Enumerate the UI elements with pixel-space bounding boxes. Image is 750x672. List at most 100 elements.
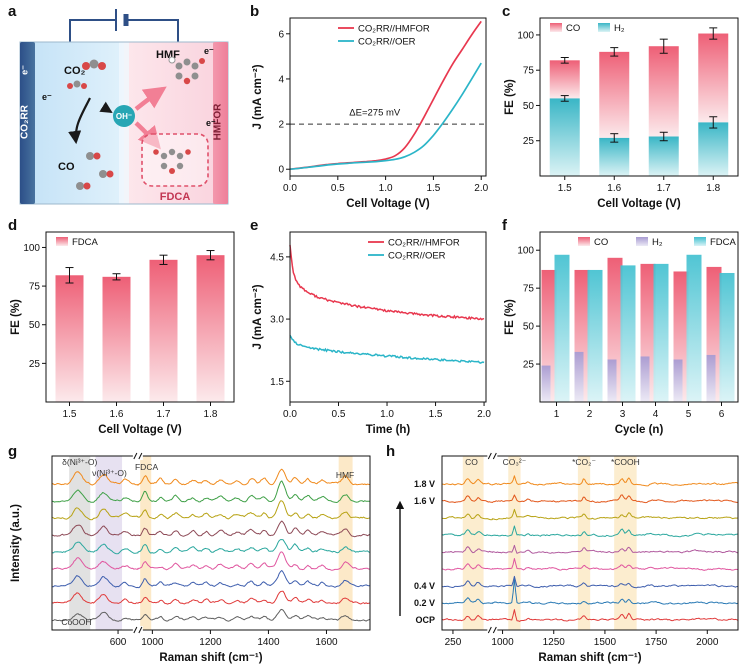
svg-text:2.0: 2.0	[474, 183, 488, 194]
svg-text:3.0: 3.0	[270, 315, 284, 326]
svg-text:0.0: 0.0	[283, 183, 297, 194]
panel-e-stability-chart: e Time (h) J (mA cm⁻²) 1.5 3.0 4.5 0.0 0.5 1.0 1…	[248, 217, 494, 440]
panel-label-d: d	[8, 217, 18, 234]
oh-to-hmf-arrow	[134, 86, 167, 111]
fe-co-h2-chart: 1.5 1.6 1.7 1.8 Cell Voltage (V) FE (%) 25 50 75…	[504, 17, 739, 210]
cathode-label: CO₂RR	[20, 104, 31, 139]
panel-label-a: a	[8, 3, 17, 20]
svg-text:6: 6	[719, 409, 725, 420]
panel-a-schematic: a CO₂RR e⁻ HMFOR	[6, 3, 242, 214]
raman-spectra-anode: Raman shift (cm⁻¹) Intensity (a.u.) 600 100…	[10, 452, 371, 664]
panel-g-raman-spectra: g Raman shift (cm⁻¹) Intensity (a.u.) 600 1…	[6, 443, 378, 668]
co2-molecules	[67, 59, 106, 89]
svg-text:Raman shift (cm⁻¹): Raman shift (cm⁻¹)	[159, 652, 262, 664]
oh-circle	[113, 105, 135, 127]
svg-text:1.7: 1.7	[657, 183, 671, 194]
panel-b-lsv-chart: b Cell Voltage (V) J (mA cm⁻²) 0 2 4 6 0.0 0.5 1…	[248, 3, 494, 214]
svg-text:75: 75	[29, 282, 41, 293]
fdca-molecule	[153, 148, 191, 174]
anode-electrode	[213, 42, 228, 204]
svg-text:1400: 1400	[257, 637, 280, 648]
svg-text:OCP: OCP	[415, 615, 435, 625]
svg-text:5: 5	[686, 409, 692, 420]
svg-text:4: 4	[653, 409, 659, 420]
svg-text:2: 2	[587, 409, 593, 420]
svg-text:100: 100	[517, 30, 534, 41]
hmf-molecule	[168, 56, 205, 85]
svg-text:2.0: 2.0	[477, 409, 491, 420]
svg-text:Cell Voltage (V): Cell Voltage (V)	[98, 424, 182, 436]
svg-text:Raman shift (cm⁻¹): Raman shift (cm⁻¹)	[538, 652, 641, 664]
svg-text:CO₂RR//HMFOR: CO₂RR//HMFOR	[358, 24, 430, 35]
svg-text:Cell Voltage (V): Cell Voltage (V)	[597, 198, 681, 210]
svg-text:CO: CO	[594, 237, 608, 248]
svg-text:CO: CO	[465, 457, 478, 467]
svg-text:1000: 1000	[141, 637, 164, 648]
svg-text:*CO₂⁻: *CO₂⁻	[572, 457, 596, 467]
svg-text:ν(Ni³⁺-O): ν(Ni³⁺-O)	[92, 468, 127, 478]
panel-label-e: e	[250, 217, 259, 234]
svg-text:1.5: 1.5	[429, 409, 443, 420]
svg-text:CO₃²⁻: CO₃²⁻	[503, 457, 527, 467]
svg-text:50: 50	[523, 322, 535, 333]
svg-text:4: 4	[278, 74, 284, 85]
svg-text:6: 6	[278, 29, 284, 40]
panel-label-b: b	[250, 3, 260, 20]
svg-text:1.6: 1.6	[110, 409, 124, 420]
electron-label-left: e⁻	[42, 92, 52, 102]
oh-to-fdca-arrow	[134, 121, 161, 150]
cathode-electrode	[20, 42, 35, 204]
svg-text:50: 50	[29, 320, 41, 331]
svg-text:250: 250	[445, 637, 462, 648]
svg-text:J (mA cm⁻²): J (mA cm⁻²)	[252, 64, 264, 129]
svg-text:1750: 1750	[645, 637, 668, 648]
cycle-fe-chart: 1 2 3 4 5 6 Cycle (n) FE (%) 25 50 75 100 CO H₂ FDCA	[504, 231, 739, 436]
svg-text:Time (h): Time (h)	[366, 424, 411, 436]
svg-text:FDCA: FDCA	[72, 237, 99, 248]
svg-text:FE (%): FE (%)	[504, 299, 516, 335]
panel-label-f: f	[502, 217, 507, 234]
svg-text:3: 3	[620, 409, 626, 420]
svg-text:1.5: 1.5	[558, 183, 572, 194]
battery-circuit	[69, 9, 179, 42]
svg-text:75: 75	[523, 284, 535, 295]
svg-text:2000: 2000	[696, 637, 719, 648]
svg-text:1000: 1000	[491, 637, 514, 648]
svg-text:1.5: 1.5	[63, 409, 77, 420]
svg-text:1.8: 1.8	[204, 409, 218, 420]
svg-text:1.8: 1.8	[706, 183, 720, 194]
svg-text:0.0: 0.0	[283, 409, 297, 420]
lsv-chart: Cell Voltage (V) J (mA cm⁻²) 0 2 4 6 0.0 0.5 1.0…	[252, 17, 489, 210]
svg-text:1.8 V: 1.8 V	[414, 479, 435, 489]
svg-text:CoOOH: CoOOH	[61, 617, 91, 627]
svg-text:1.6: 1.6	[607, 183, 621, 194]
svg-text:H₂: H₂	[614, 23, 625, 34]
hmf-label: HMF	[156, 49, 180, 61]
svg-text:1600: 1600	[315, 637, 338, 648]
svg-text:0.5: 0.5	[332, 409, 346, 420]
cathode-electron-label: e⁻	[20, 65, 30, 75]
co-molecules	[76, 152, 114, 190]
svg-text:CO₂RR//OER: CO₂RR//OER	[388, 251, 446, 262]
co-label: CO	[58, 161, 75, 173]
svg-text:CO: CO	[566, 23, 580, 34]
panel-c-fe-stacked-chart: c 1.5 1.6 1.7 1.8 Cell Voltage (V) FE (%) 25 50…	[500, 3, 746, 214]
panel-label-h: h	[386, 443, 396, 460]
svg-text:100: 100	[23, 243, 40, 254]
co2-label: CO₂	[64, 65, 86, 77]
svg-text:0.4 V: 0.4 V	[414, 581, 435, 591]
svg-text:HMF: HMF	[336, 470, 354, 480]
svg-text:100: 100	[517, 246, 534, 257]
svg-text:4.5: 4.5	[270, 252, 284, 263]
anode-label: HMFOR	[213, 103, 224, 140]
svg-text:1250: 1250	[543, 637, 566, 648]
svg-text:H₂: H₂	[652, 237, 663, 248]
svg-text:CO₂RR//HMFOR: CO₂RR//HMFOR	[388, 238, 460, 249]
svg-text:1.5: 1.5	[270, 377, 284, 388]
svg-text:1.7: 1.7	[157, 409, 171, 420]
svg-text:CO₂RR//OER: CO₂RR//OER	[358, 37, 416, 48]
cathode-compartment	[20, 42, 124, 204]
svg-text:25: 25	[29, 359, 41, 370]
chronoamperometry-chart: Time (h) J (mA cm⁻²) 1.5 3.0 4.5 0.0 0.5 1.0 1.5…	[252, 231, 491, 436]
